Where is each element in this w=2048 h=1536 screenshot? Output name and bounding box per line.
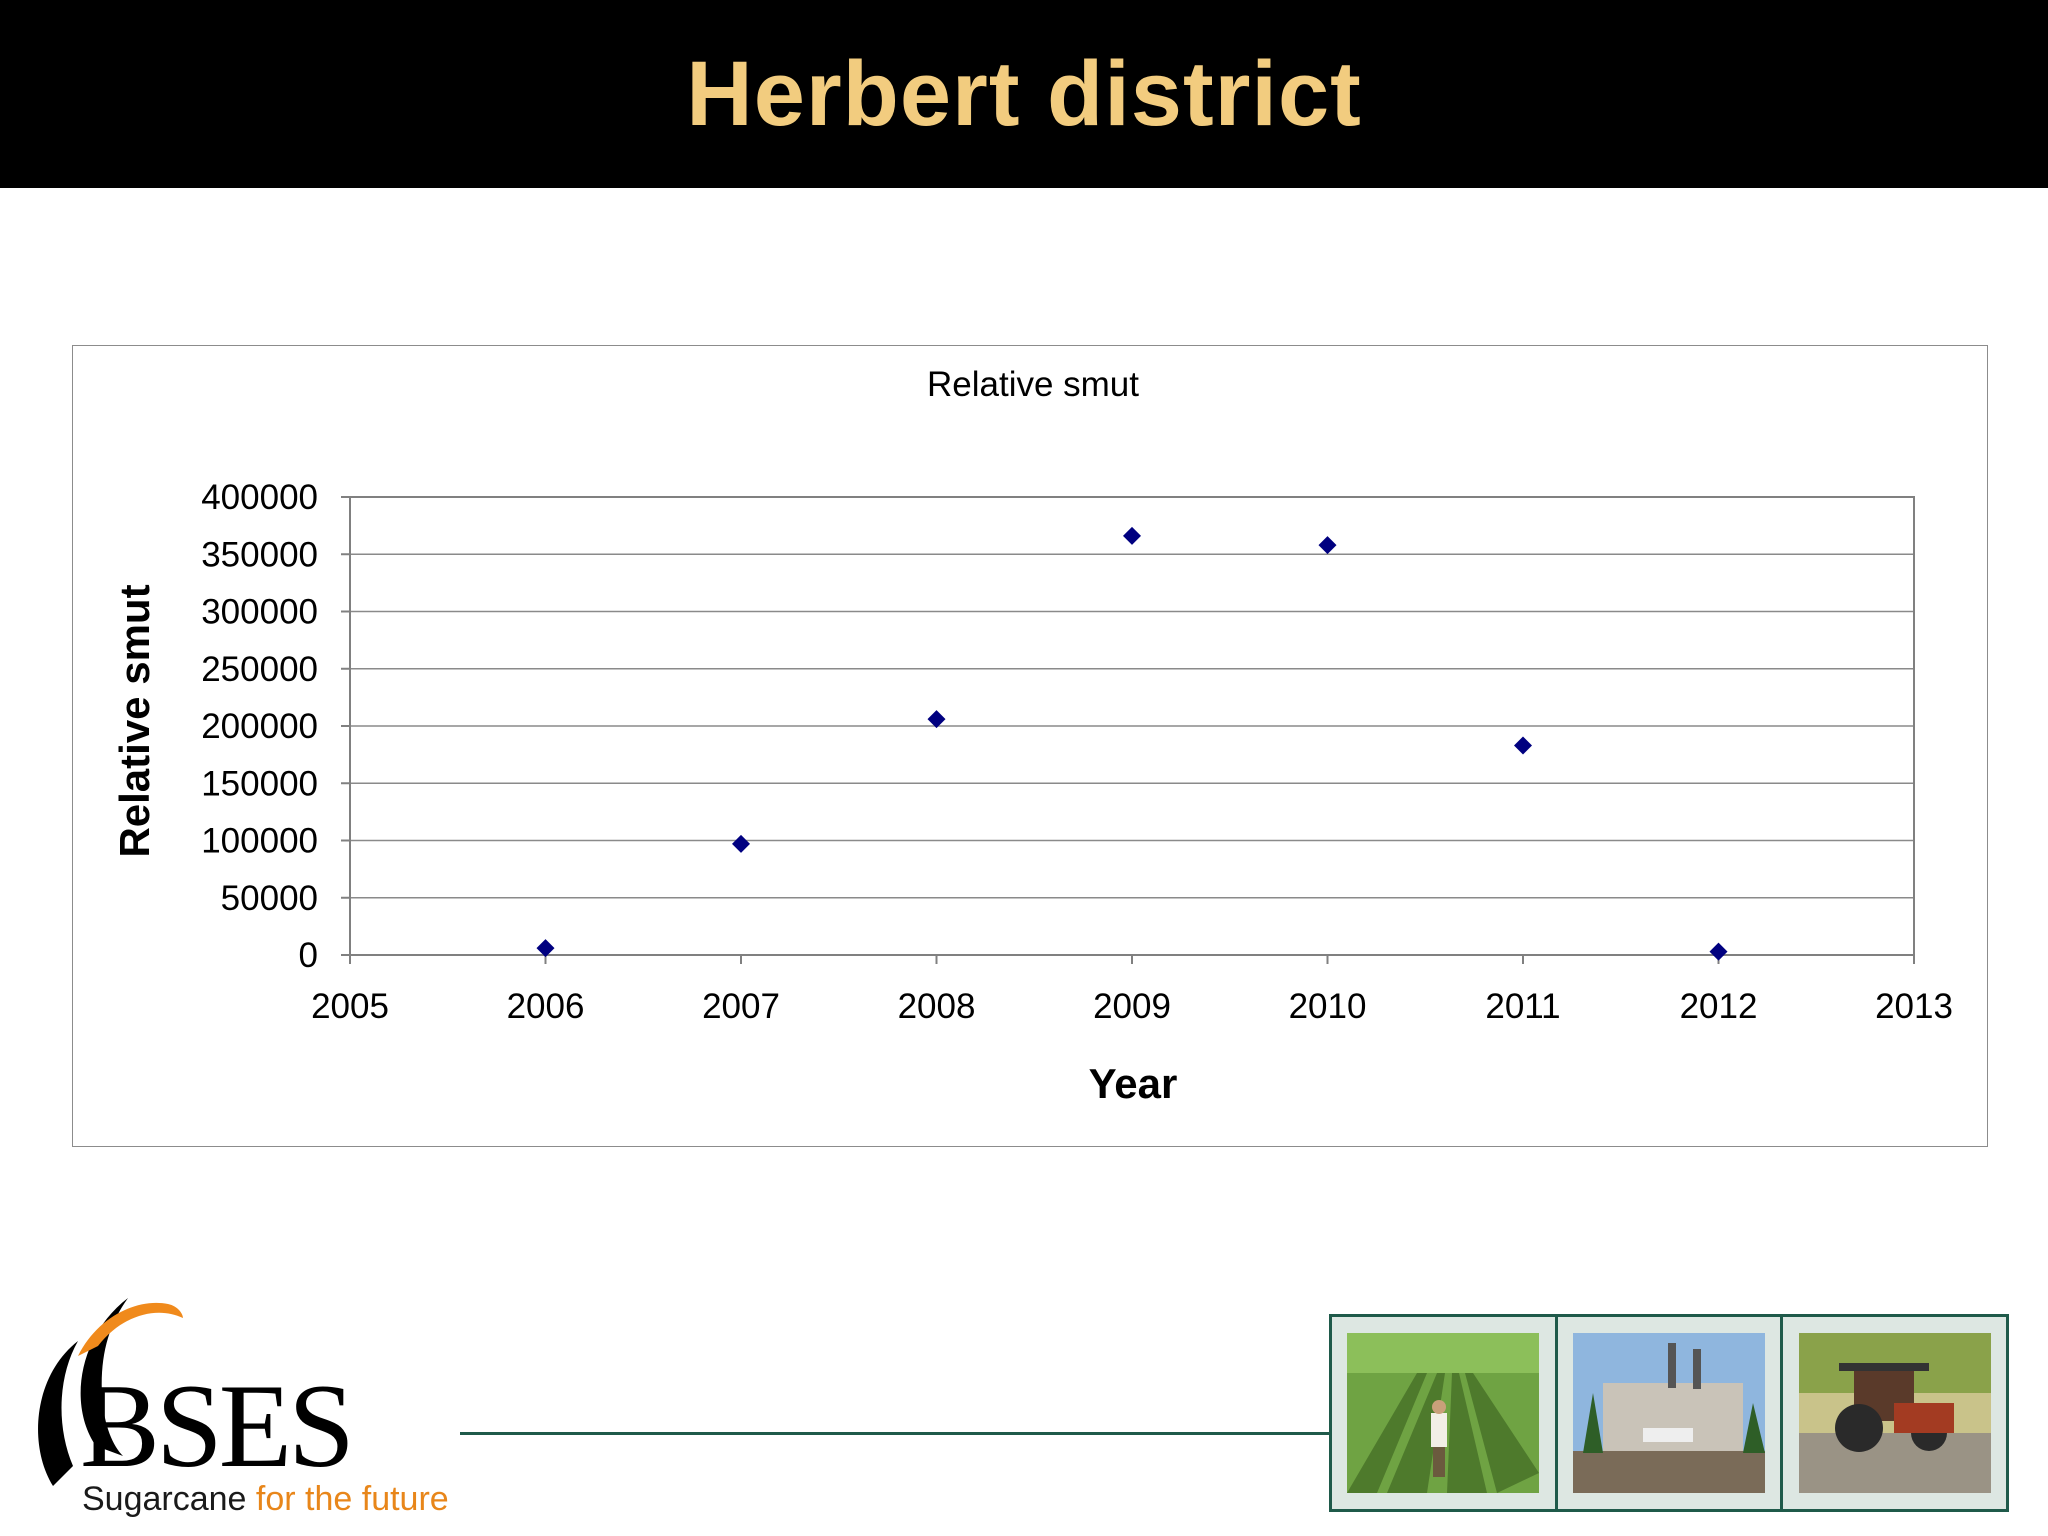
x-tick-label: 2012 <box>1680 987 1758 1026</box>
y-tick-label: 50000 <box>221 879 318 918</box>
y-tick-label: 150000 <box>201 764 318 803</box>
logo-swoosh-icon <box>38 1298 183 1486</box>
y-tick-label: 350000 <box>201 535 318 574</box>
chart-frame: Relative smut Relative smut Year 0 50000 1… <box>72 345 1988 1147</box>
data-point-2010 <box>1318 536 1337 555</box>
title-bar: Herbert district <box>0 0 2048 188</box>
data-point-2012 <box>1709 942 1728 961</box>
x-tick-label: 2010 <box>1289 987 1367 1026</box>
y-tick-label: 300000 <box>201 593 318 632</box>
tagline-part2: for the future <box>255 1480 449 1518</box>
data-point-2009 <box>1123 526 1141 545</box>
x-tick-label: 2009 <box>1093 987 1171 1026</box>
chart-title: Relative smut <box>927 365 1139 404</box>
footer-divider <box>460 1432 1332 1435</box>
logo-tagline: Sugarcane for the future <box>82 1480 449 1519</box>
tractor-photo <box>1798 1333 1991 1493</box>
x-tick-label: 2005 <box>311 987 389 1026</box>
cane-field-photo <box>1347 1333 1540 1493</box>
data-point-2006 <box>536 939 555 958</box>
data-point-2008 <box>927 710 946 729</box>
x-tick-label: 2008 <box>898 987 976 1026</box>
x-tick-label: 2006 <box>507 987 585 1026</box>
x-tick-label: 2007 <box>702 987 780 1026</box>
y-axis-label: Relative smut <box>111 584 158 857</box>
photo-strip <box>1329 1314 2009 1512</box>
scatter-chart: Relative smut Relative smut Year 0 50000 1… <box>111 365 1953 1107</box>
data-point-2007 <box>732 834 750 853</box>
x-axis-label: Year <box>1089 1060 1178 1107</box>
x-tick-label: 2013 <box>1875 987 1953 1026</box>
slide-title: Herbert district <box>686 42 1362 145</box>
y-tick-label: 200000 <box>201 707 318 746</box>
y-tick-label: 400000 <box>201 478 318 517</box>
sugar-mill-photo <box>1573 1333 1765 1493</box>
y-tick-label: 100000 <box>201 822 318 861</box>
tagline-part1: Sugarcane <box>82 1480 256 1518</box>
x-tick-label: 2011 <box>1485 987 1560 1026</box>
y-tick-label: 0 <box>299 936 318 975</box>
y-tick-label: 250000 <box>201 650 318 689</box>
bses-logo: BSES Sugarcane for the future <box>18 1296 478 1526</box>
logo-text: BSES <box>80 1359 355 1492</box>
data-point-2011 <box>1514 736 1532 755</box>
